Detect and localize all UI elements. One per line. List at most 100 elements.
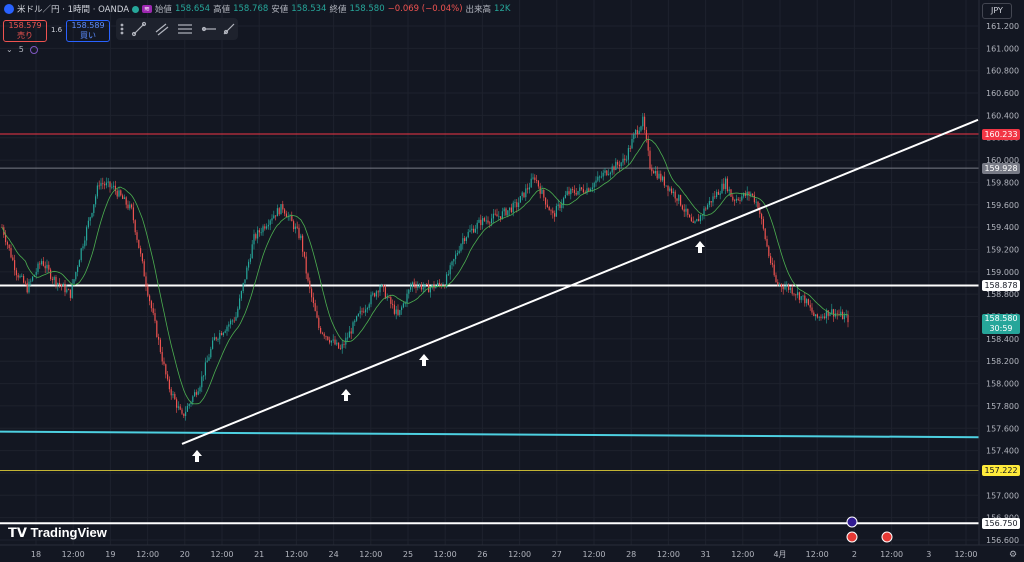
candle	[579, 187, 581, 191]
candle	[847, 314, 849, 323]
currency-selector[interactable]: JPY	[982, 3, 1012, 19]
price-tick-label: 160.800	[986, 67, 1019, 76]
candle	[156, 320, 158, 337]
trendline[interactable]	[181, 118, 979, 445]
candle	[636, 129, 638, 134]
candle	[176, 399, 178, 408]
candle	[111, 186, 113, 188]
candle	[17, 275, 19, 278]
economic-event-icon	[881, 531, 893, 543]
candle	[723, 183, 725, 189]
candle	[581, 187, 583, 190]
candle	[676, 198, 678, 201]
candle	[334, 339, 336, 345]
candle	[221, 332, 223, 336]
candle	[370, 294, 372, 305]
candle	[482, 218, 484, 226]
candle	[599, 176, 601, 178]
candle	[201, 376, 203, 388]
candle	[321, 332, 323, 334]
candle	[372, 293, 374, 295]
price-tick-label: 160.600	[986, 89, 1019, 98]
candle	[672, 191, 674, 194]
candlesticks	[1, 112, 849, 421]
candle	[557, 204, 559, 207]
candle	[582, 189, 584, 193]
symbol-title[interactable]: 米ドル／円 · 1時間 · OANDA	[17, 5, 130, 15]
candle	[50, 269, 52, 279]
candle	[120, 190, 122, 196]
time-tick-label: 12:00	[954, 550, 977, 559]
candle	[114, 185, 116, 191]
candle	[759, 208, 761, 214]
drawing-tools-icons[interactable]	[116, 18, 238, 40]
candle	[473, 228, 475, 233]
candle	[168, 379, 170, 390]
candle	[624, 158, 626, 161]
candle	[30, 280, 32, 282]
chevron-down-icon[interactable]: ⌄	[6, 45, 13, 54]
time-axis[interactable]: 18 12:00 19 12:00 20 12:00 21 12:00 24 12:00 25 12:…	[0, 544, 1024, 560]
candle	[257, 230, 259, 239]
candle	[167, 374, 169, 380]
sell-price: 158.579	[8, 21, 42, 30]
time-tick-label: 3	[926, 550, 931, 559]
candle	[798, 292, 800, 300]
last-price: 158.580	[984, 313, 1018, 323]
candle	[21, 275, 23, 277]
time-tick-label: 12:00	[508, 550, 531, 559]
sell-button[interactable]: 158.579 売り	[3, 20, 47, 42]
candle	[546, 204, 548, 208]
candle	[140, 248, 142, 254]
candle	[431, 284, 433, 288]
candle	[185, 411, 187, 417]
candle	[77, 266, 79, 272]
indicator-settings-icon[interactable]	[29, 45, 38, 54]
candle	[237, 308, 239, 317]
candle	[86, 227, 88, 241]
candle	[161, 352, 163, 362]
candle	[462, 238, 464, 245]
candle	[802, 295, 804, 297]
candle	[554, 213, 556, 217]
candle	[813, 312, 815, 317]
moving-average-line	[1, 138, 849, 405]
candle	[354, 320, 356, 323]
candle	[649, 150, 651, 169]
candle	[107, 181, 109, 183]
candle	[357, 313, 359, 317]
indicator-icon: ≋	[142, 5, 152, 13]
candle	[631, 138, 633, 149]
candle	[199, 387, 201, 392]
candle	[375, 291, 377, 297]
candle	[338, 342, 340, 349]
time-tick-label: 19	[105, 550, 115, 559]
support-line	[0, 430, 980, 439]
candle	[449, 265, 451, 275]
buy-button[interactable]: 158.589 買い	[66, 20, 110, 42]
candle	[80, 248, 82, 261]
candle	[141, 253, 143, 262]
candle	[500, 216, 502, 219]
candle	[739, 199, 741, 201]
candle	[242, 282, 244, 292]
candle	[239, 298, 241, 309]
candle	[152, 308, 154, 314]
price-tick-label: 157.600	[986, 424, 1019, 433]
candle	[518, 202, 520, 207]
candle	[158, 336, 160, 340]
candle	[762, 219, 764, 229]
candle	[586, 188, 588, 194]
candle	[689, 214, 691, 218]
candle	[440, 284, 442, 287]
indicator-row[interactable]: ⌄ 5	[6, 45, 38, 54]
level-price-tag: 159.928	[982, 162, 1020, 174]
candle	[465, 237, 467, 242]
candle	[588, 188, 590, 192]
candle	[100, 183, 102, 186]
time-tick-label: 20	[180, 550, 190, 559]
price-tick-label: 158.800	[986, 290, 1019, 299]
candle	[577, 190, 579, 195]
candle	[827, 310, 829, 316]
